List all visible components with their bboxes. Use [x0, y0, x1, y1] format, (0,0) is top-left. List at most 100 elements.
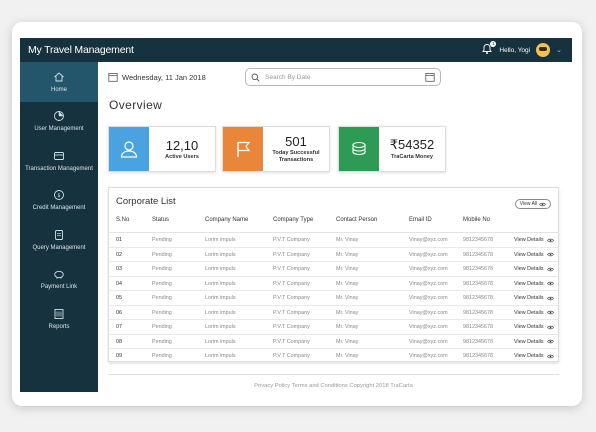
- sidebar-item-label: Home: [50, 86, 67, 93]
- view-details-button[interactable]: View Details: [514, 353, 554, 359]
- reports-icon: [54, 308, 64, 319]
- cell-contact-person: Mr. Vinay: [336, 280, 359, 287]
- cell-contact-person: Mr. Vinay: [336, 338, 359, 345]
- sidebar-item-home[interactable]: Home: [20, 62, 98, 102]
- cell-contact-person: Mr. Vinay: [336, 309, 359, 316]
- cell-mobile: 9812345678: [463, 309, 493, 316]
- transactions-label: Today Successful Transactions: [272, 150, 320, 163]
- table-row: 02 Pending Lorim impuls P.V.T Company Mr. Vi…: [109, 248, 558, 262]
- avatar[interactable]: [536, 43, 551, 57]
- sidebar-item-reports[interactable]: Reports: [20, 299, 98, 339]
- cell-sno: 07: [116, 324, 122, 330]
- table-row: 07 Pending Lorim impuls P.V.T Company Mr. Vi…: [109, 320, 558, 335]
- cell-company-name: Lorim impuls: [205, 251, 236, 258]
- view-details-label: View Details: [514, 251, 544, 258]
- search-input[interactable]: [265, 73, 425, 81]
- cell-email: Vinay@xyz.com: [409, 280, 448, 287]
- table-row: 04 Pending Lorim impuls P.V.T Company Mr. Vi…: [109, 277, 558, 291]
- view-details-label: View Details: [514, 295, 544, 301]
- eye-icon: [546, 252, 554, 257]
- sidebar-item-credit-management[interactable]: $ Credit Management: [20, 181, 98, 221]
- notification-count-badge: 1: [490, 41, 497, 47]
- notification-bell-icon[interactable]: 1: [481, 41, 497, 57]
- search-icon: [251, 73, 260, 82]
- cell-company-name: Lorim impuls: [205, 338, 236, 345]
- cell-contact-person: Mr. Vinay: [336, 295, 359, 301]
- stat-card-transactions[interactable]: 501 Today Successful Transactions: [222, 126, 330, 172]
- cell-mobile: 9812345678: [463, 295, 493, 301]
- card-icon-box: [223, 127, 263, 171]
- view-details-button[interactable]: View Details: [514, 310, 554, 316]
- panel-title: Corporate List: [116, 196, 176, 207]
- transaction-icon: [54, 151, 64, 160]
- sidebar-item-label: Transaction Management: [25, 165, 93, 172]
- chevron-down-icon[interactable]: ⌄: [556, 47, 562, 54]
- view-details-button[interactable]: View Details: [514, 252, 554, 258]
- table-row: 03 Pending Lorim impuls P.V.T Company Mr. Vi…: [109, 262, 558, 277]
- eye-icon: [546, 310, 554, 315]
- cell-company-type: P.V.T Company: [273, 324, 310, 330]
- cell-status: Pending: [152, 353, 172, 359]
- cell-sno: 05: [116, 295, 122, 301]
- active-users-value: 12,10: [165, 137, 199, 153]
- users-icon: [120, 141, 138, 158]
- cell-email: Vinay@xyz.com: [409, 338, 448, 345]
- table-body: 01 Pending Lorim impuls P.V.T Company Mr. Vi…: [109, 233, 558, 364]
- cell-company-name: Lorim impuls: [205, 353, 236, 359]
- user-management-icon: [54, 111, 64, 122]
- sidebar-item-label: Reports: [48, 323, 70, 330]
- cell-company-type: P.V.T Company: [273, 251, 310, 258]
- piggy-bank-icon: [54, 271, 64, 280]
- cell-company-name: Lorim impuls: [205, 266, 236, 272]
- cell-email: Vinay@xyz.com: [409, 266, 448, 272]
- user-area: 1 Hello, Yogi ⌄: [481, 41, 562, 59]
- top-bar: My Travel Management 1 Hello, Yogi ⌄: [20, 38, 572, 62]
- sidebar-item-payment-link[interactable]: Payment Link: [20, 260, 98, 300]
- cell-contact-person: Mr. Vinay: [336, 251, 359, 258]
- view-details-label: View Details: [514, 266, 544, 272]
- cell-sno: 01: [116, 237, 122, 243]
- view-all-label: View All: [519, 201, 538, 207]
- eye-icon: [546, 296, 554, 300]
- view-details-button[interactable]: View Details: [514, 281, 554, 287]
- cell-mobile: 9812345678: [463, 266, 493, 272]
- eye-icon: [546, 339, 554, 344]
- greeting-text: Hello, Yogi: [499, 46, 531, 54]
- cell-email: Vinay@xyz.com: [409, 251, 448, 258]
- sidebar-item-user-management[interactable]: User Management: [20, 102, 98, 142]
- view-details-button[interactable]: View Details: [514, 324, 554, 330]
- cell-email: Vinay@xyz.com: [409, 353, 448, 359]
- stat-card-money[interactable]: ₹54352 TraCarta Money: [338, 126, 446, 172]
- eye-icon: [546, 354, 554, 358]
- cell-mobile: 9812345678: [463, 353, 493, 359]
- money-icon: [352, 141, 366, 156]
- money-value: ₹54352: [389, 137, 435, 152]
- active-users-label: Active Users: [165, 153, 199, 160]
- transactions-value: 501: [285, 134, 307, 149]
- view-details-button[interactable]: View Details: [514, 295, 554, 301]
- cell-company-name: Lorim impuls: [205, 280, 236, 287]
- table-row: 05 Pending Lorim impuls P.V.T Company Mr. Vi…: [109, 291, 558, 306]
- table-row: 09 Pending Lorim impuls P.V.T Company Mr. Vi…: [109, 349, 558, 364]
- eye-icon: [546, 325, 554, 329]
- cell-company-type: P.V.T Company: [273, 309, 310, 316]
- calendar-picker-icon[interactable]: [425, 72, 435, 82]
- search-box[interactable]: [245, 68, 441, 86]
- sidebar-item-label: Payment Link: [40, 284, 78, 291]
- cell-company-name: Lorim impuls: [205, 295, 236, 301]
- view-details-button[interactable]: View Details: [514, 237, 554, 243]
- sidebar-item-transaction-management[interactable]: Transaction Management: [20, 141, 98, 181]
- stat-card-active-users[interactable]: 12,10 Active Users: [108, 126, 216, 172]
- eye-icon: [546, 238, 554, 242]
- cell-company-type: P.V.T Company: [273, 353, 310, 359]
- view-all-button[interactable]: View All: [515, 199, 551, 209]
- sidebar-item-query-management[interactable]: Query Management: [20, 220, 98, 260]
- view-details-label: View Details: [514, 280, 544, 287]
- cell-status: Pending: [152, 280, 172, 287]
- cell-status: Pending: [152, 295, 172, 301]
- cell-company-type: P.V.T Company: [273, 280, 310, 287]
- app-title: My Travel Management: [28, 44, 134, 56]
- view-details-button[interactable]: View Details: [514, 339, 554, 345]
- view-details-button[interactable]: View Details: [514, 266, 554, 272]
- cell-contact-person: Mr. Vinay: [336, 324, 359, 330]
